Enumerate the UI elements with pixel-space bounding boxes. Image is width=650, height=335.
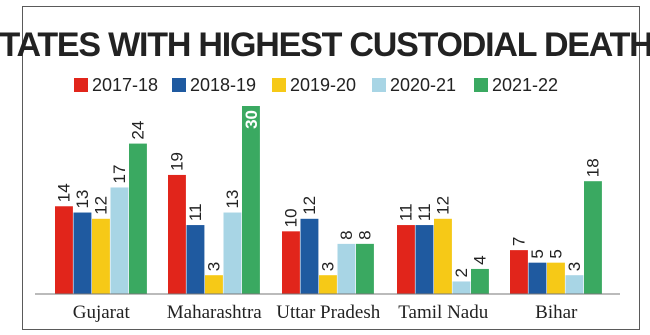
legend-swatch-2017-18 — [74, 78, 88, 92]
value-label-uttar-pradesh-2020-21: 8 — [337, 230, 356, 239]
value-label-gujarat-2017-18: 14 — [55, 183, 74, 202]
bar-tamil-nadu-2020-21 — [452, 281, 471, 294]
value-label-gujarat-2019-20: 12 — [92, 196, 111, 215]
bar-uttar-pradesh-2021-22 — [356, 243, 374, 294]
legend-label-2017-18: 2017-18 — [92, 75, 158, 95]
bar-bihar-2018-19 — [528, 262, 547, 294]
value-label-uttar-pradesh-2019-20: 3 — [319, 262, 338, 271]
category-labels: Gujarat Maharashtra Uttar Pradesh Tamil Nad… — [73, 302, 578, 323]
value-label-bihar-2018-19: 5 — [528, 249, 547, 258]
bar-bihar-2019-20 — [547, 262, 565, 294]
legend-label-2018-19: 2018-19 — [190, 75, 256, 95]
legend-swatch-2021-22 — [474, 78, 488, 92]
legend-label-2020-21: 2020-21 — [390, 75, 456, 95]
bar-uttar-pradesh-2018-19 — [300, 218, 319, 294]
legend-label-2019-20: 2019-20 — [290, 75, 356, 95]
category-label-maharashtra: Maharashtra — [167, 302, 263, 323]
value-label-tamil-nadu-2017-18: 11 — [397, 203, 416, 221]
bar-gujarat-2018-19 — [73, 212, 92, 294]
legend-label-2021-22: 2021-22 — [492, 75, 558, 95]
value-label-tamil-nadu-2019-20: 12 — [434, 196, 453, 215]
bar-bihar-2017-18 — [510, 250, 528, 294]
bar-gujarat-2020-21 — [110, 187, 129, 294]
bar-tamil-nadu-2018-19 — [415, 225, 434, 294]
value-label-maharashtra-2017-18: 19 — [168, 152, 187, 171]
value-label-bihar-2019-20: 5 — [547, 249, 566, 258]
bar-maharashtra-2021-22 — [242, 106, 260, 294]
bar-gujarat-2017-18 — [55, 206, 73, 294]
bar-maharashtra-2019-20 — [205, 275, 223, 294]
value-label-tamil-nadu-2020-21: 2 — [452, 268, 471, 277]
bar-uttar-pradesh-2020-21 — [337, 243, 356, 294]
legend: 2017-18 2018-19 2019-20 2020-21 2021-22 — [74, 75, 558, 95]
value-label-tamil-nadu-2018-19: 11 — [415, 203, 434, 221]
value-label-maharashtra-2018-19: 11 — [186, 203, 205, 221]
value-label-bihar-2020-21: 3 — [565, 262, 584, 271]
bar-uttar-pradesh-2019-20 — [319, 275, 337, 294]
value-label-uttar-pradesh-2021-22: 8 — [356, 230, 375, 239]
category-label-bihar: Bihar — [535, 302, 578, 323]
category-label-tamil-nadu: Tamil Nadu — [398, 302, 488, 323]
legend-swatch-2018-19 — [172, 78, 186, 92]
chart-title: STATES WITH HIGHEST CUSTODIAL DEATHS — [0, 26, 650, 64]
legend-swatch-2019-20 — [272, 78, 286, 92]
bar-uttar-pradesh-2017-18 — [282, 231, 300, 294]
value-label-gujarat-2018-19: 13 — [73, 190, 92, 209]
category-label-gujarat: Gujarat — [73, 302, 131, 323]
bar-bihar-2021-22 — [584, 181, 602, 294]
bar-tamil-nadu-2021-22 — [471, 268, 489, 294]
bar-maharashtra-2018-19 — [186, 225, 205, 294]
value-label-uttar-pradesh-2018-19: 12 — [300, 196, 319, 215]
value-label-gujarat-2020-21: 17 — [110, 165, 129, 184]
value-label-gujarat-2021-22: 24 — [129, 121, 148, 140]
value-label-bihar-2021-22: 18 — [584, 158, 603, 177]
value-label-maharashtra-2020-21: 13 — [223, 190, 242, 209]
bar-maharashtra-2020-21 — [223, 212, 242, 294]
category-label-uttar-pradesh: Uttar Pradesh — [276, 302, 380, 323]
value-label-maharashtra-2019-20: 3 — [205, 262, 224, 271]
bar-gujarat-2019-20 — [92, 218, 110, 294]
value-label-bihar-2017-18: 7 — [510, 237, 529, 246]
value-label-tamil-nadu-2021-22: 4 — [471, 255, 490, 264]
legend-swatch-2020-21 — [372, 78, 386, 92]
bar-bihar-2020-21 — [565, 275, 584, 294]
bar-tamil-nadu-2017-18 — [397, 225, 415, 294]
value-label-uttar-pradesh-2017-18: 10 — [282, 208, 301, 227]
bar-tamil-nadu-2019-20 — [434, 218, 452, 294]
bar-maharashtra-2017-18 — [168, 174, 186, 294]
value-label-maharashtra-2021-22: 30 — [242, 110, 261, 129]
bar-gujarat-2021-22 — [129, 143, 147, 294]
